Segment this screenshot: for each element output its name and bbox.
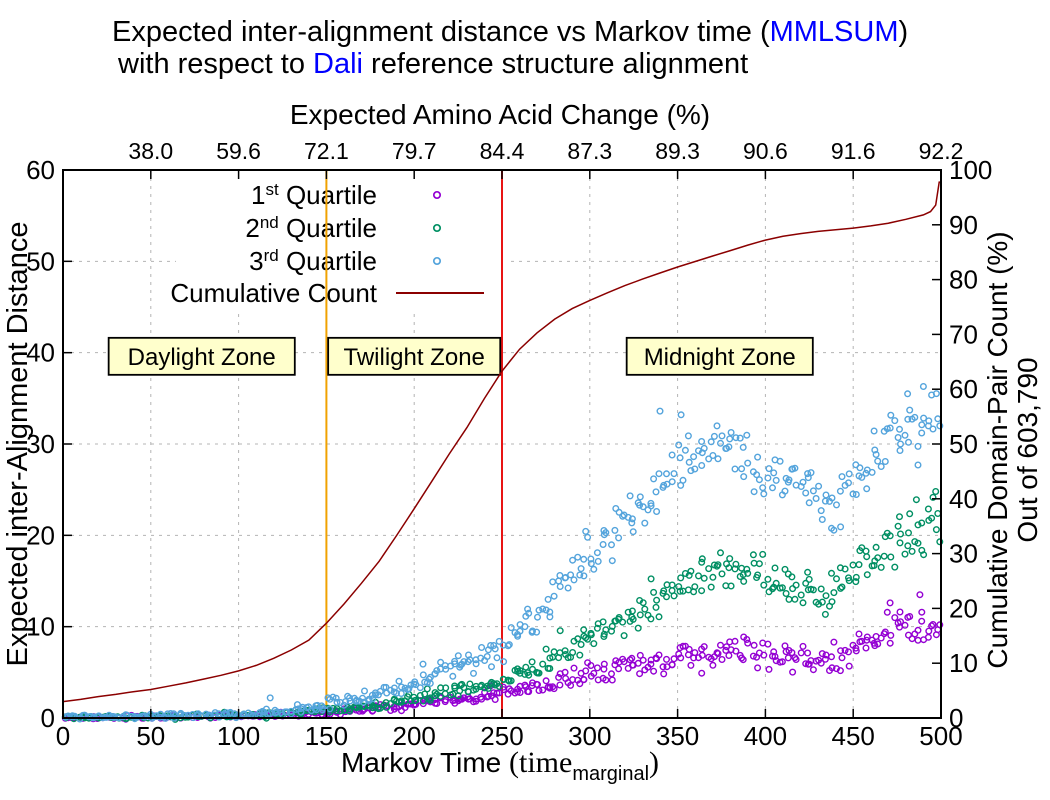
- x-axis-label: Markov Time (timemarginal): [341, 746, 659, 785]
- reference-lines: [325, 170, 503, 718]
- x2-tick-label: 92.2: [919, 138, 964, 164]
- x-tick-label: 250: [480, 721, 523, 751]
- x2-tick-label: 89.3: [655, 138, 700, 164]
- x2-tick-label: 59.6: [216, 138, 261, 164]
- y2-tick-label: 60: [949, 374, 978, 404]
- x2-tick-label: 84.4: [480, 138, 525, 164]
- x-tick-label: 300: [568, 721, 611, 751]
- scatter-outlier-point: [904, 390, 912, 398]
- y-tick-label: 20: [26, 520, 55, 550]
- title-highlight-mmlsum: MMLSUM: [770, 16, 899, 48]
- zone-box: [625, 336, 814, 376]
- x-tick-label: 400: [744, 721, 787, 751]
- scatter-outlier-point: [656, 407, 664, 415]
- legend-label-cumulative-count: Cumulative Count: [170, 278, 377, 308]
- zone-box: [107, 336, 296, 376]
- scatter-outlier-point: [916, 591, 924, 599]
- legend-background: [176, 172, 508, 312]
- zone-label: Daylight Zone: [128, 344, 276, 371]
- zone-label: Midnight Zone: [644, 344, 796, 371]
- y2-tick-label: 90: [949, 210, 978, 240]
- scatter-outlier-point: [932, 488, 940, 496]
- legend-label-3rd-quartile: 3rd Quartile: [249, 246, 377, 276]
- scatter-series-3rd-quartile: [61, 383, 944, 723]
- y-tick-label: 60: [26, 155, 55, 185]
- x-tick-label: 150: [305, 721, 348, 751]
- y-tick-label: 40: [26, 338, 55, 368]
- x-tick-label: 50: [136, 721, 165, 751]
- zone-box: [327, 336, 502, 376]
- y2-tick-label: 30: [949, 539, 978, 569]
- scatter-outlier-point: [886, 599, 894, 607]
- y2-tick-label: 80: [949, 265, 978, 295]
- legend-label-2nd-quartile: 2nd Quartile: [245, 213, 377, 243]
- y-tick-label: 30: [26, 429, 55, 459]
- x2-tick-label: 79.7: [392, 138, 437, 164]
- chart-title-line2: with respect to Dali reference structure…: [117, 48, 748, 80]
- scatter-outlier-point: [919, 383, 927, 391]
- y2-tick-label: 50: [949, 429, 978, 459]
- y-tick-label: 50: [26, 246, 55, 276]
- y2-tick-label: 20: [949, 593, 978, 623]
- x2-tick-label: 90.6: [743, 138, 788, 164]
- x2-tick-label: 87.3: [567, 138, 612, 164]
- y-axis-label: Expected inter-Alignment Distance: [2, 222, 34, 667]
- chart-title-line1: Expected inter-alignment distance vs Mar…: [112, 16, 908, 48]
- legend-marker-2nd-quartile: [432, 223, 442, 233]
- x2-tick-label: 72.1: [304, 138, 349, 164]
- y2-axis-label: Cumulative Domain-Pair Count (%)Out of 6…: [982, 231, 1043, 668]
- x-tick-label: 100: [217, 721, 260, 751]
- title-highlight-dali: Dali: [313, 48, 363, 80]
- y2-tick-label: 100: [949, 155, 992, 185]
- x2-axis-label: Expected Amino Acid Change (%): [290, 99, 710, 130]
- tick-marks: [62, 169, 942, 719]
- tick-labels: 0 50 100 150 200 250 300 350 400 450 5000102030405…: [26, 138, 992, 751]
- x-tick-label: 350: [656, 721, 699, 751]
- y2-tick-label: 0: [949, 703, 963, 733]
- legend-marker-3rd-quartile: [432, 256, 442, 266]
- scatter-outlier-point: [677, 411, 685, 419]
- y2-tick-label: 70: [949, 319, 978, 349]
- scatter-outlier-point: [419, 660, 427, 668]
- y-tick-label: 10: [26, 612, 55, 642]
- zone-label: Twilight Zone: [343, 344, 484, 371]
- scatter-outlier-point: [266, 694, 274, 702]
- x-tick-label: 0: [56, 721, 70, 751]
- y2-tick-label: 10: [949, 648, 978, 678]
- y-tick-label: 0: [41, 703, 55, 733]
- x-tick-label: 450: [832, 721, 875, 751]
- x-tick-label: 200: [393, 721, 436, 751]
- x2-tick-label: 91.6: [831, 138, 876, 164]
- zone-labels: Daylight Zone Twilight Zone Midnight Zone: [107, 336, 814, 376]
- x-tick-label: 500: [919, 721, 962, 751]
- legend-marker-1st-quartile: [432, 190, 442, 200]
- x2-tick-label: 38.0: [128, 138, 173, 164]
- legend-label-1st-quartile: 1st Quartile: [251, 180, 377, 210]
- cumulative-count-curve: [62, 181, 941, 703]
- y2-tick-label: 40: [949, 484, 978, 514]
- scatter-outlier-point: [912, 496, 920, 504]
